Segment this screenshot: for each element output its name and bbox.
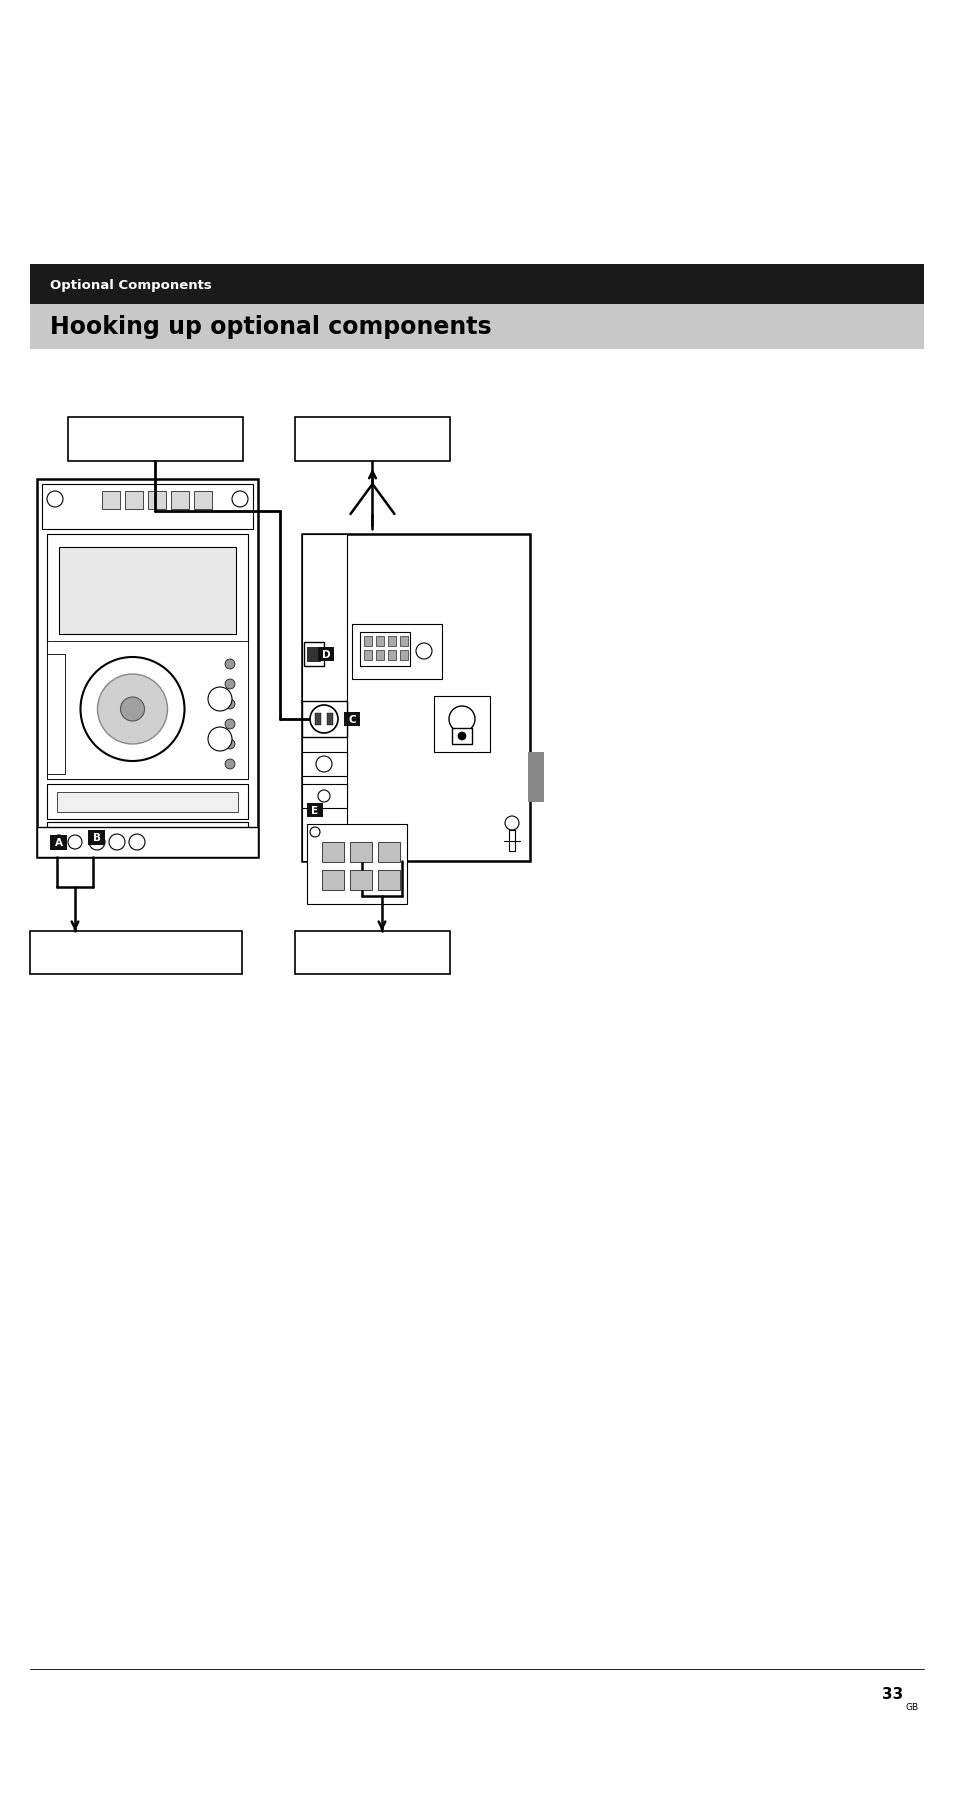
Bar <box>350 843 372 863</box>
Bar <box>102 491 120 509</box>
Circle shape <box>120 698 144 721</box>
Bar <box>307 647 319 662</box>
Circle shape <box>208 728 232 752</box>
Circle shape <box>225 739 234 750</box>
Bar <box>399 651 408 660</box>
Circle shape <box>225 719 234 730</box>
Circle shape <box>208 687 232 712</box>
Circle shape <box>225 759 234 770</box>
Bar <box>364 636 372 647</box>
Bar <box>302 784 347 809</box>
Circle shape <box>47 491 63 507</box>
Bar <box>322 870 344 890</box>
Bar <box>47 784 248 820</box>
Bar <box>37 480 257 858</box>
Bar <box>527 753 543 802</box>
Circle shape <box>68 836 82 849</box>
Bar <box>375 636 384 647</box>
Bar <box>352 624 441 680</box>
Bar <box>193 491 212 509</box>
Bar <box>350 870 372 890</box>
Circle shape <box>310 705 337 734</box>
Bar <box>125 491 143 509</box>
Bar <box>322 843 344 863</box>
Bar <box>294 931 450 975</box>
Bar <box>434 696 490 753</box>
Circle shape <box>310 827 319 838</box>
Text: A: A <box>55 838 63 847</box>
Bar <box>344 712 359 726</box>
Text: Optional Components: Optional Components <box>50 279 212 291</box>
Circle shape <box>225 699 234 710</box>
Text: C: C <box>348 714 355 725</box>
Bar <box>51 834 68 850</box>
Bar <box>304 642 324 667</box>
Bar <box>30 931 242 975</box>
Circle shape <box>449 707 475 732</box>
Text: 33: 33 <box>881 1687 902 1701</box>
Bar <box>294 417 450 462</box>
Bar <box>509 831 515 852</box>
Text: B: B <box>92 832 101 843</box>
Bar <box>47 822 248 849</box>
Bar <box>388 651 395 660</box>
Circle shape <box>225 680 234 690</box>
Circle shape <box>416 644 432 660</box>
Bar <box>307 825 407 904</box>
Bar <box>364 651 372 660</box>
Bar <box>377 870 399 890</box>
Circle shape <box>52 836 66 849</box>
Bar <box>302 701 347 737</box>
Bar <box>375 651 384 660</box>
Bar <box>42 485 253 530</box>
Bar <box>302 753 347 777</box>
Text: Hooking up optional components: Hooking up optional components <box>50 315 491 338</box>
Text: GB: GB <box>905 1703 918 1712</box>
Circle shape <box>315 757 332 773</box>
Bar <box>399 636 408 647</box>
Bar <box>30 264 923 306</box>
Bar <box>37 827 257 858</box>
Bar <box>302 534 347 861</box>
Bar <box>317 647 334 662</box>
Bar <box>171 491 189 509</box>
Bar <box>57 793 237 813</box>
Bar <box>314 714 320 726</box>
Circle shape <box>97 674 168 744</box>
Bar <box>59 548 235 635</box>
Circle shape <box>504 816 518 831</box>
Bar <box>47 654 65 775</box>
Bar <box>302 534 530 861</box>
Circle shape <box>89 834 105 850</box>
Bar <box>327 714 333 726</box>
Bar <box>377 843 399 863</box>
Text: D: D <box>321 649 330 660</box>
Bar <box>388 636 395 647</box>
Circle shape <box>80 658 184 762</box>
Bar <box>68 417 243 462</box>
Bar <box>47 534 248 780</box>
Bar <box>307 804 323 818</box>
Bar <box>89 831 106 845</box>
Bar <box>30 306 923 351</box>
Bar <box>47 642 248 780</box>
Circle shape <box>225 660 234 669</box>
Circle shape <box>457 732 465 741</box>
Circle shape <box>109 834 125 850</box>
Bar <box>148 491 166 509</box>
Text: E: E <box>311 806 318 816</box>
Circle shape <box>129 834 145 850</box>
Circle shape <box>232 491 248 507</box>
Circle shape <box>317 791 330 802</box>
Bar <box>359 633 410 667</box>
Bar <box>452 728 472 744</box>
